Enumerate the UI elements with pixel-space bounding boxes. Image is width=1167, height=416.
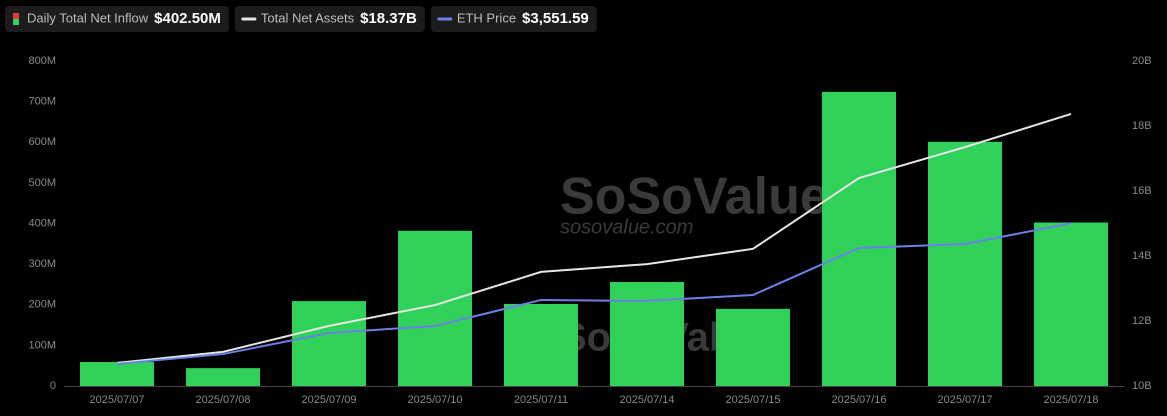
line [116,113,1072,364]
legend-marker [13,13,19,19]
watermark-url: sosovalue.com [560,216,693,238]
legend-pill [5,6,229,32]
y2-tick-label: 20B [1132,55,1152,67]
y2-tick-label: 18B [1132,120,1152,132]
y-tick-label: 300M [28,258,56,270]
y-tick-label: 800M [28,55,56,67]
x-tick-label: 2025/07/16 [831,394,886,406]
legend-pill [430,6,597,32]
y-tick-label: 700M [28,96,56,108]
bar [928,141,1002,386]
bar [822,91,896,386]
legend-value: $18.37B [360,10,417,27]
line [116,222,1072,365]
y-tick-label: 500M [28,177,56,189]
legend-item: Total Net Assets $18.37B [234,6,425,32]
legend-marker [13,19,19,25]
bar [398,230,472,386]
x-tick-label: 2025/07/17 [937,394,992,406]
legend-label: ETH Price [457,10,516,25]
y2-tick-label: 16B [1132,185,1152,197]
y-tick-label: 100M [28,339,56,351]
y2-tick-label: 10B [1132,380,1152,392]
x-tick-label: 2025/07/10 [407,394,462,406]
legend-item: ETH Price $3,551.59 [430,6,597,32]
x-tick-label: 2025/07/15 [725,394,780,406]
bar [610,282,684,386]
bar [186,368,260,386]
x-tick-label: 2025/07/11 [514,394,568,406]
y-tick-label: 200M [28,299,56,311]
x-tick-label: 2025/07/09 [301,394,356,406]
y-tick-label: 0 [50,380,56,392]
legend-label: Daily Total Net Inflow [27,10,149,25]
legend-value: $3,551.59 [522,10,589,27]
legend-pill [234,6,425,32]
legend-value: $402.50M [154,10,221,27]
bar [504,303,578,386]
x-tick-label: 2025/07/08 [195,394,250,406]
legend-label: Total Net Assets [261,10,355,25]
bar [716,308,790,386]
y2-tick-label: 12B [1132,315,1152,327]
bar [1034,222,1108,386]
watermark: SoSoValue [560,168,829,226]
y-tick-label: 600M [28,136,56,148]
x-tick-label: 2025/07/14 [619,394,674,406]
x-tick-label: 2025/07/07 [89,394,144,406]
bar [80,362,154,386]
y-tick-label: 400M [28,217,56,229]
y2-tick-label: 14B [1132,250,1152,262]
bar [292,301,366,386]
x-tick-label: 2025/07/18 [1043,394,1098,406]
legend-item: Daily Total Net Inflow $402.50M [5,6,229,32]
